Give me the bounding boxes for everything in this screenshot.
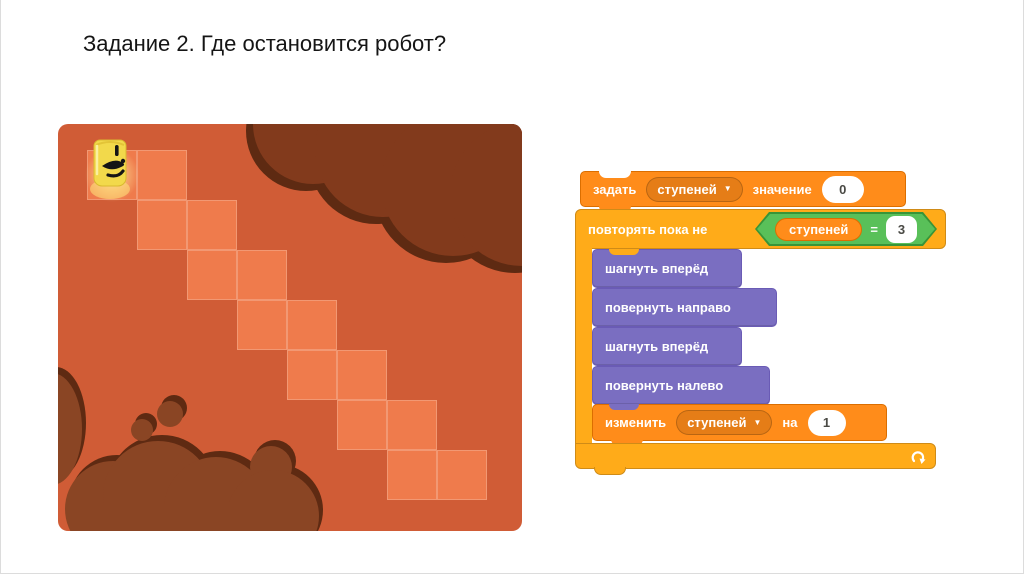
grid-cell <box>287 300 337 350</box>
value-input[interactable]: 1 <box>807 409 846 436</box>
terrain-blobs <box>58 124 522 531</box>
block-tab <box>609 249 639 255</box>
value-input[interactable]: 0 <box>821 175 864 203</box>
block-label: шагнуть вперёд <box>605 339 709 354</box>
change-keyword: изменить <box>605 415 667 430</box>
change-by-label: на <box>782 415 798 430</box>
variable-name: ступеней <box>657 181 717 197</box>
chevron-down-icon: ▼ <box>753 417 762 427</box>
loop-arrow-icon <box>911 450 926 464</box>
variable-dropdown[interactable]: ступеней ▼ <box>646 176 743 202</box>
repeat-until-block[interactable]: повторять пока не ступеней = 3 <box>575 209 946 249</box>
chevron-down-icon: ▼ <box>723 184 732 193</box>
game-map <box>58 124 522 531</box>
block-label: повернуть налево <box>605 378 724 393</box>
change-variable-block[interactable]: изменить ступеней ▼ на 1 <box>592 404 887 446</box>
grid-cell <box>187 200 237 250</box>
step-forward-block[interactable]: шагнуть вперёд <box>592 327 742 366</box>
grid-cell <box>237 300 287 350</box>
condition-value[interactable]: 3 <box>886 216 917 243</box>
set-value-label: значение <box>752 181 812 197</box>
block-label: шагнуть вперёд <box>605 261 709 276</box>
robot-eye <box>115 145 119 156</box>
variable-dropdown[interactable]: ступеней ▼ <box>676 410 773 435</box>
grid-cell <box>387 400 437 450</box>
variable-name: ступеней <box>687 415 747 430</box>
turn-left-block[interactable]: повернуть налево <box>592 366 770 405</box>
step-forward-block[interactable]: шагнуть вперёд <box>592 249 742 288</box>
set-keyword: задать <box>593 181 637 197</box>
robot-character <box>90 139 130 199</box>
page-title: Задание 2. Где остановится робот? <box>83 31 447 56</box>
cloud <box>253 124 522 266</box>
block-tab <box>609 404 639 410</box>
grid-cell <box>437 450 487 500</box>
block-tab <box>594 467 626 475</box>
grid-cell <box>337 400 387 450</box>
grid-cell <box>137 150 187 200</box>
robot-beak <box>102 160 125 170</box>
block-notch <box>599 171 631 178</box>
turn-right-block[interactable]: повернуть направо <box>592 288 777 327</box>
block-tab <box>611 439 643 446</box>
grid-cell <box>337 350 387 400</box>
repeat-block-bottom[interactable] <box>575 443 936 475</box>
ground <box>58 374 319 531</box>
condition-variable[interactable]: ступеней <box>775 218 862 241</box>
grid-cell <box>237 250 287 300</box>
condition-hexagon[interactable]: ступеней = 3 <box>755 212 937 246</box>
repeat-block-spine <box>575 246 592 446</box>
grid-cell <box>187 250 237 300</box>
grid-cell <box>137 200 187 250</box>
repeat-label: повторять пока не <box>588 221 708 237</box>
equals-operator: = <box>870 221 878 237</box>
grid-cell <box>287 350 337 400</box>
set-variable-block[interactable]: задать ступеней ▼ значение 0 <box>580 171 906 213</box>
grid-cell <box>387 450 437 500</box>
block-label: повернуть направо <box>605 300 731 315</box>
